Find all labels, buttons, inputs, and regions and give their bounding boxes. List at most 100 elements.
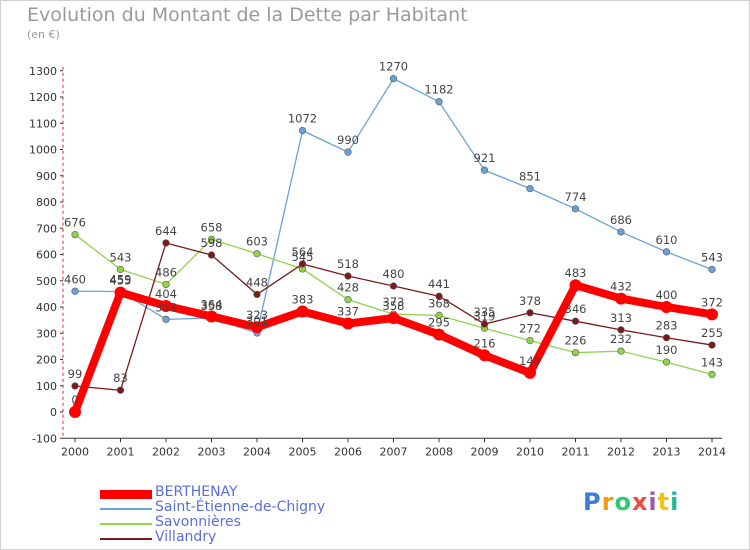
legend-swatch-berthenay (100, 490, 152, 499)
data-label-savonnieres: 428 (337, 281, 359, 295)
data-point-villandry (389, 282, 398, 290)
y-tick-label: 1200 (29, 91, 57, 104)
data-point-berthenay (615, 292, 627, 305)
data-label-berthenay: 149 (519, 354, 541, 368)
data-label-berthenay: 372 (701, 295, 723, 309)
data-point-berthenay (296, 305, 309, 318)
data-label-saint-etienne-de-chigny: 610 (656, 233, 678, 247)
data-label-villandry: 346 (565, 302, 587, 316)
x-tick-label: 2011 (562, 445, 590, 458)
legend-label-villandry: Villandry (155, 529, 217, 545)
data-label-berthenay: 295 (428, 316, 450, 330)
data-point-saint-etienne-de-chigny (480, 166, 489, 174)
data-label-berthenay: 323 (246, 308, 268, 322)
data-label-savonnieres: 143 (701, 355, 723, 369)
data-label-saint-etienne-de-chigny: 921 (474, 151, 496, 165)
logo-letter: o (614, 488, 632, 516)
data-point-berthenay (706, 308, 718, 321)
x-tick-label: 2000 (61, 445, 89, 458)
y-tick-label: 0 (50, 406, 57, 419)
data-label-villandry: 480 (383, 267, 405, 281)
data-point-villandry (526, 309, 534, 317)
data-point-savonnieres (662, 358, 671, 366)
data-point-villandry (71, 382, 79, 390)
data-label-saint-etienne-de-chigny: 353 (155, 300, 177, 314)
data-point-berthenay (478, 349, 491, 362)
data-point-saint-etienne-de-chigny (617, 228, 625, 236)
data-point-savonnieres (71, 230, 79, 239)
y-tick-label: 500 (36, 275, 57, 288)
data-label-savonnieres: 545 (292, 250, 314, 264)
y-tick-label: -100 (32, 432, 57, 445)
data-label-savonnieres: 226 (565, 334, 587, 348)
data-point-villandry (571, 317, 580, 325)
y-tick-label: 800 (36, 196, 57, 209)
x-tick-label: 2009 (471, 445, 499, 458)
y-tick-label: 900 (36, 170, 57, 183)
y-tick-label: 1100 (29, 117, 57, 130)
data-label-villandry: 283 (656, 319, 678, 333)
data-point-villandry (435, 292, 443, 300)
data-label-berthenay: 0 (71, 393, 78, 407)
x-tick-label: 2007 (380, 445, 408, 458)
x-tick-label: 2003 (198, 445, 226, 458)
data-label-saint-etienne-de-chigny: 990 (337, 133, 359, 147)
data-label-savonnieres: 272 (519, 322, 541, 336)
data-label-saint-etienne-de-chigny: 686 (610, 213, 632, 227)
data-point-berthenay (251, 321, 263, 334)
data-label-villandry: 564 (292, 245, 314, 259)
data-label-saint-etienne-de-chigny: 851 (519, 170, 541, 184)
data-label-saint-etienne-de-chigny: 301 (246, 314, 268, 328)
data-label-villandry: 644 (155, 224, 177, 238)
logo-letter: x (631, 488, 649, 516)
data-label-villandry: 378 (519, 294, 541, 308)
data-point-berthenay (69, 406, 81, 418)
data-label-villandry: 255 (701, 326, 723, 340)
proxiti-logo: Proxiti (583, 488, 679, 516)
data-point-saint-etienne-de-chigny (435, 98, 443, 106)
data-point-savonnieres (571, 349, 580, 357)
data-point-savonnieres (207, 235, 216, 243)
data-label-berthenay: 400 (656, 288, 678, 302)
y-tick-label: 100 (36, 380, 57, 393)
data-point-savonnieres (116, 265, 125, 274)
data-point-saint-etienne-de-chigny (571, 205, 580, 213)
legend-swatch-savonnieres (100, 523, 152, 525)
data-point-berthenay (342, 317, 354, 330)
data-point-berthenay (387, 312, 400, 325)
data-label-saint-etienne-de-chigny: 460 (64, 272, 86, 286)
data-label-savonnieres: 603 (246, 235, 268, 249)
data-label-berthenay: 432 (610, 280, 632, 294)
data-point-savonnieres (435, 311, 443, 320)
data-label-savonnieres: 232 (610, 332, 632, 346)
data-label-berthenay: 404 (155, 287, 177, 301)
data-point-savonnieres (344, 296, 352, 304)
data-label-saint-etienne-de-chigny: 358 (201, 299, 223, 313)
data-point-villandry (116, 386, 125, 394)
legend-label-berthenay: BERTHENAY (155, 484, 238, 500)
data-label-savonnieres: 543 (110, 250, 132, 264)
data-label-saint-etienne-de-chigny: 1072 (288, 112, 317, 126)
legend-label-savonnieres: Savonnières (155, 514, 241, 530)
data-label-saint-etienne-de-chigny: 459 (110, 273, 132, 287)
data-label-villandry: 313 (610, 311, 632, 325)
data-label-savonnieres: 319 (474, 309, 496, 323)
data-label-savonnieres: 658 (201, 220, 223, 234)
x-tick-label: 2012 (607, 445, 635, 458)
data-label-berthenay: 358 (383, 299, 405, 313)
x-tick-label: 2001 (107, 445, 135, 458)
y-tick-label: 400 (36, 301, 57, 314)
data-point-villandry (662, 334, 671, 342)
logo-letter: r (601, 488, 615, 516)
data-label-berthenay: 216 (474, 336, 496, 350)
x-tick-label: 2002 (152, 445, 180, 458)
legend-swatch-villandry (100, 538, 152, 540)
x-tick-label: 2004 (243, 445, 271, 458)
logo-letter: i (670, 488, 680, 516)
data-point-villandry (480, 320, 489, 328)
data-point-villandry (344, 272, 352, 280)
x-tick-label: 2010 (516, 445, 544, 458)
y-tick-label: 300 (36, 327, 57, 340)
data-point-villandry (298, 260, 307, 268)
